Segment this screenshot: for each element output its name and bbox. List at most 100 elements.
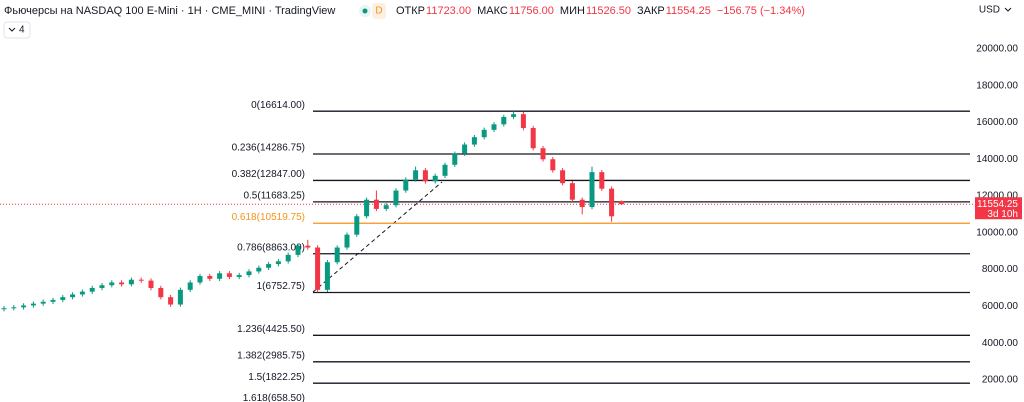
candle-body [383, 205, 389, 209]
candle-body [530, 127, 536, 149]
candle-body [138, 279, 144, 281]
candle-body [11, 307, 17, 309]
candle-body [148, 280, 154, 288]
ohlc-label: ЗАКР [637, 5, 665, 17]
change: −156.75 (−1.34%) [717, 5, 805, 17]
candle-body [393, 190, 399, 206]
ohlc-label: ОТКР [396, 5, 425, 17]
candle-body [452, 153, 458, 165]
currency[interactable]: USD [979, 5, 1000, 16]
y-tick-label: 10000.00 [976, 227, 1018, 238]
fib-label: 1.5(1822.25) [248, 372, 305, 383]
fib-label: 0.382(12847.00) [232, 169, 305, 180]
candle-body [177, 289, 183, 305]
interval-badge-bg [372, 3, 386, 19]
candle-body [344, 234, 350, 248]
fib-label: 1.618(658.50) [243, 393, 305, 402]
candle-body [226, 273, 232, 277]
candle-body [403, 179, 409, 191]
fib-label: 1(6752.75) [257, 281, 305, 292]
y-tick-label: 16000.00 [976, 117, 1018, 128]
candle-body [609, 188, 615, 217]
candle-body [197, 276, 203, 283]
candle-body [1, 308, 7, 310]
candle-body [217, 273, 223, 279]
candle-body [471, 137, 477, 145]
y-tick-label: 2000.00 [982, 375, 1019, 386]
candle-body [89, 287, 95, 292]
candle-body [364, 199, 370, 217]
candle-body [550, 159, 556, 171]
candle-body [295, 245, 301, 255]
y-tick-label: 8000.00 [982, 264, 1019, 275]
y-tick-label: 18000.00 [976, 80, 1018, 91]
candle-body [315, 247, 321, 290]
indicator-badge[interactable] [3, 21, 31, 39]
candle-body [266, 264, 272, 268]
candle-body [589, 172, 595, 208]
candle-body [236, 275, 242, 277]
candle-body [305, 245, 311, 248]
candle-body [128, 279, 134, 285]
candle-body [30, 303, 36, 306]
last-price-label: 11554.25 [977, 199, 1018, 210]
fib-label: 0.236(14286.75) [232, 143, 305, 154]
ohlc-value: 11554.25 [666, 5, 711, 17]
candle-body [324, 262, 330, 290]
candle-body [187, 282, 193, 290]
currency-chevron [1004, 7, 1012, 12]
fib-label: 1.382(2985.75) [237, 350, 305, 361]
candle-body [354, 216, 360, 235]
candle-body [285, 254, 291, 262]
candle-body [481, 129, 487, 138]
fib-label: 0.618(10519.75) [232, 212, 305, 223]
candle-body [275, 261, 281, 265]
candle-body [432, 175, 438, 182]
y-tick-label: 12000.00 [976, 191, 1018, 202]
y-tick-label: 4000.00 [982, 338, 1019, 349]
fib-label: 0.786(8863.00) [237, 242, 305, 253]
y-tick-label: 14000.00 [976, 154, 1018, 165]
candle-body [50, 299, 56, 302]
candle-body [21, 305, 27, 308]
candle-body [520, 114, 526, 128]
chevron [8, 27, 16, 32]
candle-body [60, 297, 66, 300]
y-tick-label: 20000.00 [976, 44, 1018, 55]
candle-body [70, 294, 76, 298]
candle-body [109, 282, 115, 286]
chart-title: Фьючерсы на NASDAQ 100 E-Mini · 1H · CME… [4, 5, 335, 17]
ohlc-value: 11526.50 [586, 5, 631, 17]
candle-body [569, 183, 575, 200]
status-dot [362, 8, 368, 14]
candle-body [560, 170, 566, 184]
fib-label: 0.5(11683.25) [243, 191, 305, 202]
fib-trendline [312, 181, 443, 293]
candle-body [511, 114, 517, 117]
candle-body [491, 124, 497, 130]
candle-body [256, 267, 262, 272]
y-tick-label: 6000.00 [982, 301, 1019, 312]
candle-body [79, 291, 85, 295]
countdown: 3d 10h [987, 209, 1018, 220]
candle-body [618, 201, 624, 205]
ohlc-label: МИН [560, 5, 585, 17]
candle-body [501, 116, 507, 125]
candle-body [334, 247, 340, 263]
candle-body [119, 282, 125, 285]
fib-label: 1.236(4425.50) [237, 324, 305, 335]
candle-body [168, 297, 174, 305]
candle-body [158, 287, 164, 298]
candle-body [99, 285, 105, 288]
candle-body [462, 144, 468, 154]
candle-body [579, 199, 585, 208]
ohlc-value: 11756.00 [509, 5, 554, 17]
ohlc-label: МАКС [477, 5, 508, 17]
ohlc-value: 11723.00 [426, 5, 471, 17]
candle-body [40, 301, 46, 304]
last-price-box [975, 197, 1022, 220]
candle-body [373, 199, 379, 209]
interval-badge: D [375, 6, 382, 17]
candle-body [599, 172, 605, 189]
